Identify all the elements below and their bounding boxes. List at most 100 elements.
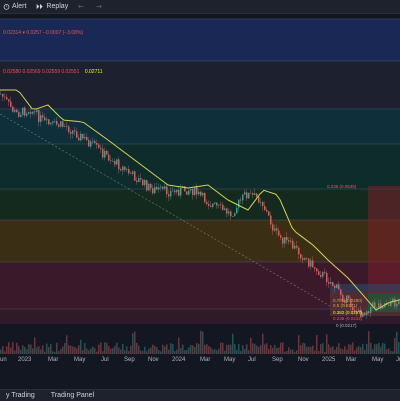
candle-body xyxy=(274,228,276,231)
redo-button[interactable] xyxy=(95,3,102,10)
candle-body xyxy=(32,111,34,114)
volume-bar xyxy=(174,351,176,354)
tab-trading[interactable]: y Trading xyxy=(6,392,35,399)
volume-bar xyxy=(88,350,90,354)
volume-bar xyxy=(166,344,168,354)
volume-bar xyxy=(74,346,76,354)
volume-bar xyxy=(242,345,244,354)
time-axis-label: 2023 xyxy=(18,357,32,363)
volume-bar xyxy=(104,342,106,354)
volume-bar xyxy=(330,347,332,354)
volume-bar xyxy=(392,351,394,354)
volume-bar xyxy=(222,342,224,354)
volume-bar xyxy=(138,345,140,354)
volume-bar xyxy=(186,349,188,354)
candle-body xyxy=(232,216,234,217)
candle-body xyxy=(146,180,148,191)
candle-body xyxy=(128,169,130,174)
volume-bar xyxy=(50,344,52,354)
candle-body xyxy=(144,180,146,186)
volume-bar xyxy=(304,343,306,354)
candle-body xyxy=(218,204,220,206)
volume-bar xyxy=(78,345,80,354)
alert-button[interactable]: Alert xyxy=(3,3,26,10)
volume-bar xyxy=(260,345,262,354)
volume-bar xyxy=(100,342,102,354)
candle-body xyxy=(42,115,44,118)
bottom-tab-bar: y Trading Trading Panel xyxy=(0,389,400,401)
candle-body xyxy=(54,120,56,122)
candle-body xyxy=(46,119,48,121)
candle-body xyxy=(390,302,392,306)
volume-bar xyxy=(326,334,328,354)
price-chart[interactable]: 0.02314 ▾ 0.0257 −0.0007 (−3.08%) 0.0258… xyxy=(0,14,400,355)
candle-body xyxy=(364,312,366,315)
replay-button[interactable]: Replay xyxy=(36,3,68,10)
chart-canvas[interactable] xyxy=(0,14,400,355)
volume-bar xyxy=(316,335,318,354)
volume-bar xyxy=(218,348,220,354)
volume-bar xyxy=(64,343,66,354)
volume-bar xyxy=(312,345,314,354)
candle-body xyxy=(336,284,338,288)
candle-body xyxy=(132,171,134,174)
candle-body xyxy=(140,178,142,180)
volume-bar xyxy=(54,351,56,354)
candle-body xyxy=(248,192,250,199)
volume-bar xyxy=(290,349,292,354)
candle-body xyxy=(226,208,228,214)
volume-bar xyxy=(238,343,240,354)
volume-bar xyxy=(120,349,122,354)
replay-icon xyxy=(37,3,44,10)
volume-bar xyxy=(130,345,132,354)
candle-body xyxy=(78,137,80,141)
candle-body xyxy=(280,235,282,238)
candle-body xyxy=(314,267,316,269)
volume-bar xyxy=(190,344,192,354)
volume-bar xyxy=(282,342,284,354)
candle-body xyxy=(230,211,232,217)
volume-bar xyxy=(116,342,118,354)
volume-bar xyxy=(288,347,290,354)
volume-bar xyxy=(112,348,114,354)
candle-body xyxy=(284,236,286,244)
candle-body xyxy=(104,150,106,158)
time-axis-label: May xyxy=(74,357,86,363)
candle-body xyxy=(94,141,96,144)
volume-bar xyxy=(300,345,302,354)
volume-bar xyxy=(264,344,266,354)
tab-trading-panel[interactable]: Trading Panel xyxy=(50,392,95,399)
candle-body xyxy=(380,303,382,309)
volume-bar xyxy=(32,348,34,354)
volume-bar xyxy=(378,342,380,354)
volume-bar xyxy=(158,349,160,354)
candle-body xyxy=(90,141,92,147)
candle-body xyxy=(324,272,326,273)
volume-bar xyxy=(314,350,316,354)
volume-bar xyxy=(36,347,38,354)
volume-bar xyxy=(10,347,12,354)
indicator-legend: 0.02580 0.02569 0.02559 0.02551 0.02711 xyxy=(3,69,103,75)
volume-bar xyxy=(200,330,202,354)
candle-body xyxy=(154,187,156,194)
volume-series xyxy=(0,330,400,354)
ohlc-legend: 0.02314 ▾ 0.0257 −0.0007 (−3.08%) xyxy=(3,30,83,36)
candle-body xyxy=(130,173,132,174)
candle-body xyxy=(14,109,16,112)
volume-bar xyxy=(274,344,276,354)
candle-body xyxy=(392,298,394,303)
candle-body xyxy=(74,130,76,132)
candle-body xyxy=(328,282,330,284)
candle-body xyxy=(246,192,248,199)
volume-bar xyxy=(146,351,148,354)
candle-body xyxy=(106,150,108,155)
undo-button[interactable] xyxy=(78,3,85,10)
candle-body xyxy=(20,114,22,117)
candle-body xyxy=(200,191,202,196)
time-axis: un 2023 Mar May Jul Sep Nov 2024 Mar May Jul Sep Nov… xyxy=(0,355,400,367)
candle-body xyxy=(136,180,138,182)
candle-body xyxy=(22,107,24,115)
volume-bar xyxy=(76,348,78,354)
candle-body xyxy=(238,199,240,208)
volume-bar xyxy=(24,347,26,354)
